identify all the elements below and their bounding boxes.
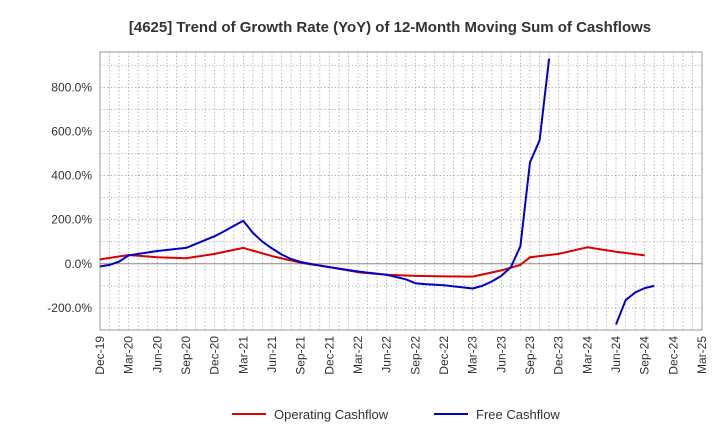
series-line-free-cashflow: [99, 58, 551, 290]
legend: Operating Cashflow Free Cashflow: [232, 407, 560, 422]
x-tick-label: Jun-21: [265, 336, 279, 373]
x-tick-label: Mar-25: [695, 336, 709, 374]
x-tick-label: Mar-23: [466, 336, 480, 374]
y-tick-label: 0.0%: [65, 257, 93, 271]
plot-area: [99, 51, 703, 331]
y-tick-label: -200.0%: [47, 301, 92, 315]
x-tick-label: Mar-24: [580, 336, 594, 374]
x-tick-label: Dec-20: [208, 336, 222, 375]
x-tick-label: Jun-20: [150, 336, 164, 373]
y-axis: -200.0% 0.0% 200.0% 400.0% 600.0% 800.0%: [47, 80, 92, 315]
x-tick-label: Jun-24: [609, 336, 623, 373]
y-tick-label: 800.0%: [51, 80, 92, 94]
legend-label-free-cashflow: Free Cashflow: [476, 407, 560, 422]
x-tick-label: Sep-23: [523, 336, 537, 375]
x-tick-label: Jun-22: [380, 336, 394, 373]
series-layer: [99, 58, 655, 325]
legend-label-operating-cashflow: Operating Cashflow: [274, 407, 389, 422]
x-tick-label: Mar-21: [236, 336, 250, 374]
x-tick-label: Sep-24: [638, 336, 652, 375]
x-tick-label: Jun-23: [494, 336, 508, 373]
x-tick-label: Dec-21: [322, 336, 336, 375]
plot-frame: [99, 51, 703, 331]
y-tick-label: 200.0%: [51, 213, 92, 227]
x-tick-label: Sep-20: [179, 336, 193, 375]
x-tick-label: Mar-22: [351, 336, 365, 374]
y-tick-label: 600.0%: [51, 124, 92, 138]
x-tick-label: Dec-19: [93, 336, 107, 375]
x-tick-label: Sep-21: [294, 336, 308, 375]
x-tick-label: Dec-23: [552, 336, 566, 375]
x-tick-label: Mar-20: [122, 336, 136, 374]
x-tick-label: Sep-22: [408, 336, 422, 375]
y-tick-label: 400.0%: [51, 169, 92, 183]
series-line-free-cashflow: [615, 284, 655, 325]
x-tick-label: Dec-24: [666, 336, 680, 375]
x-tick-label: Dec-22: [437, 336, 451, 375]
x-axis: Dec-19 Mar-20 Jun-20 Sep-20 Dec-20 Mar-21 Jun-…: [93, 336, 709, 375]
chart-title: [4625] Trend of Growth Rate (YoY) of 12-…: [129, 19, 651, 36]
